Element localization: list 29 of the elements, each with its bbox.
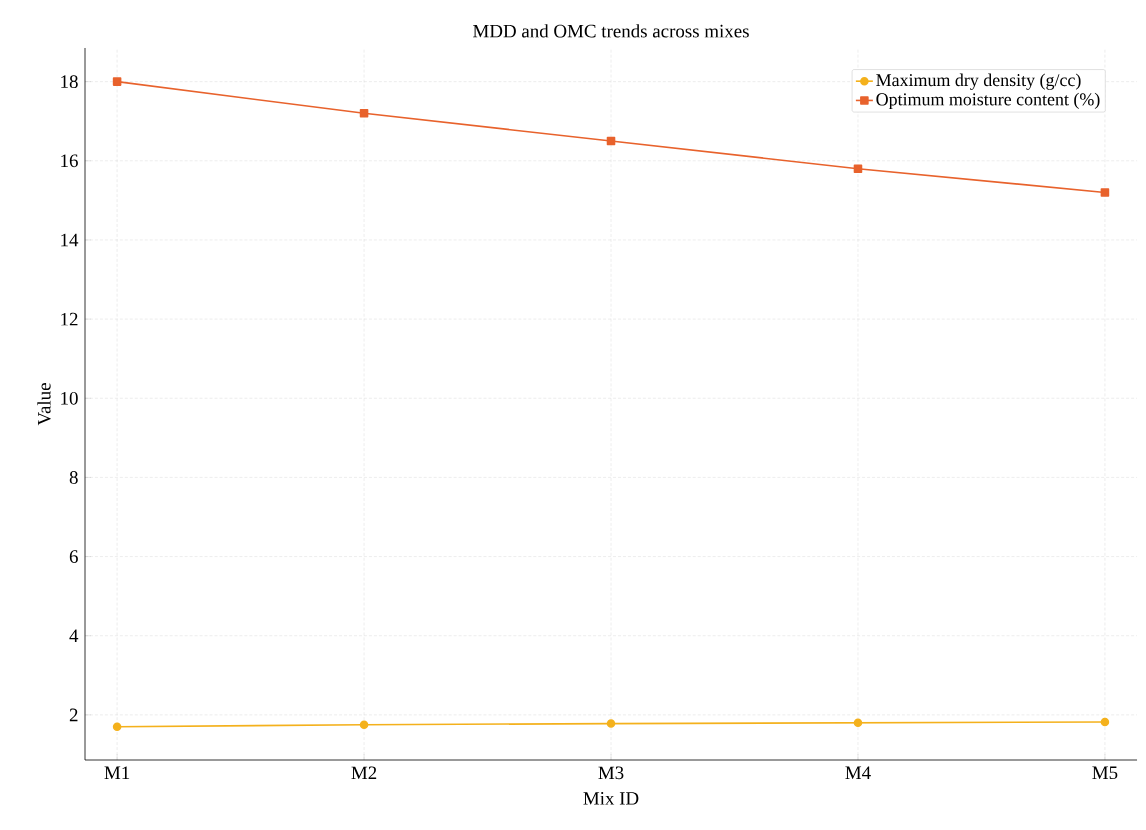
y-tick-label: 4 bbox=[69, 629, 79, 642]
y-tick-label: 10 bbox=[61, 391, 78, 405]
point bbox=[359, 720, 369, 730]
legend-label: Optimum moisture content (%) bbox=[876, 92, 1100, 110]
legend-label: Maximum dry density (g/cc) bbox=[876, 73, 1081, 90]
y-tick-label: 6 bbox=[69, 550, 78, 563]
point bbox=[853, 718, 863, 728]
point bbox=[606, 719, 616, 728]
x-tick-label: M3 bbox=[598, 766, 624, 780]
y-tick-label: 16 bbox=[61, 154, 78, 168]
x-axis-title: Mix ID bbox=[583, 792, 639, 805]
point bbox=[606, 136, 616, 146]
y-tick-label: 18 bbox=[61, 75, 78, 89]
y-tick-label: 14 bbox=[61, 233, 79, 247]
point bbox=[112, 77, 122, 86]
point bbox=[359, 109, 369, 118]
x-tick-label: M1 bbox=[104, 766, 130, 780]
point bbox=[1100, 717, 1110, 727]
point bbox=[1100, 188, 1110, 197]
x-tick-label: M5 bbox=[1092, 766, 1118, 780]
y-axis-title: Value bbox=[37, 383, 51, 426]
point bbox=[112, 722, 122, 732]
point bbox=[853, 164, 863, 173]
y-tick-label: 8 bbox=[69, 471, 78, 484]
y-tick-label: 2 bbox=[69, 708, 78, 722]
y-tick-label: 12 bbox=[61, 312, 78, 326]
x-tick-label: M2 bbox=[351, 766, 377, 780]
x-tick-label: M4 bbox=[845, 766, 871, 779]
chart-title: MDD and OMC trends across mixes bbox=[473, 24, 749, 38]
